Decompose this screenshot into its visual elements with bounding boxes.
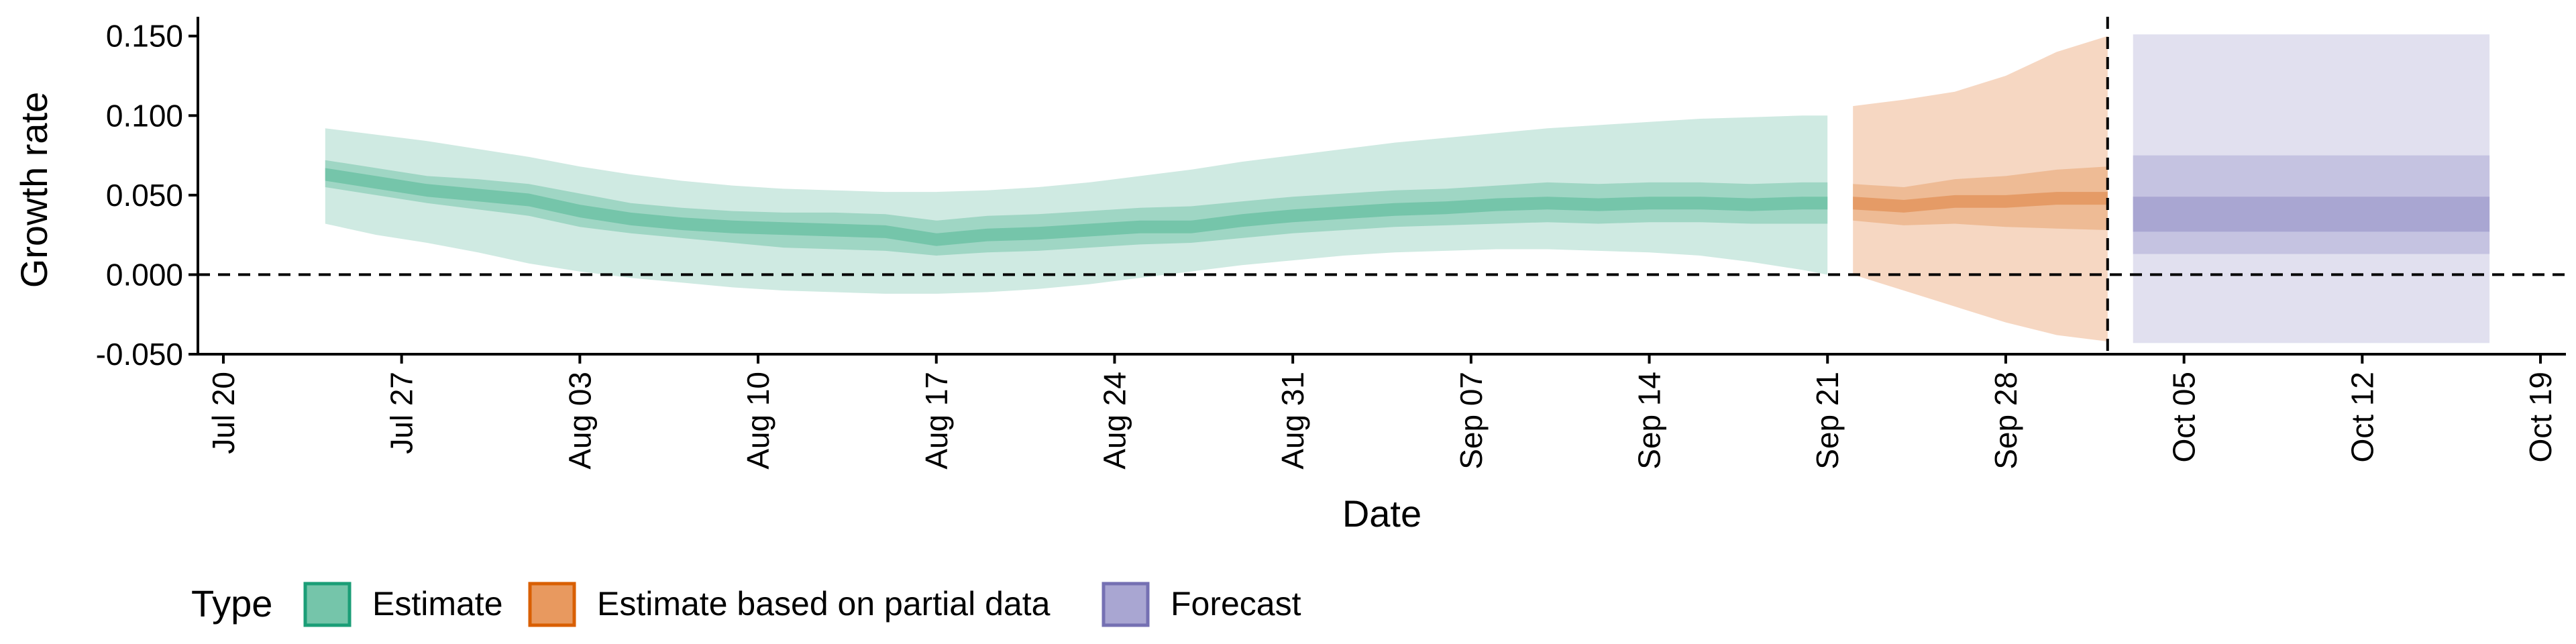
x-tick-label: Aug 17 bbox=[919, 372, 954, 470]
y-tick-label: -0.050 bbox=[96, 337, 183, 372]
x-tick-label: Jul 20 bbox=[206, 372, 241, 454]
x-tick-label: Sep 28 bbox=[1988, 372, 2023, 470]
legend-items: Estimate Estimate based on partial data Fo… bbox=[303, 582, 1301, 627]
y-tick-label: 0.100 bbox=[106, 98, 183, 133]
legend-key-0 bbox=[303, 582, 352, 627]
x-tick-label: Sep 14 bbox=[1632, 372, 1667, 470]
y-tick-label: 0.000 bbox=[106, 257, 183, 292]
x-tick-label: Oct 05 bbox=[2167, 372, 2202, 463]
legend-label-2: Forecast bbox=[1171, 585, 1301, 623]
legend-label-0: Estimate bbox=[372, 585, 503, 623]
x-tick-label: Sep 21 bbox=[1810, 372, 1845, 470]
x-tick-label: Jul 27 bbox=[384, 372, 419, 454]
series-0-median-band bbox=[325, 168, 1828, 246]
legend-key-1 bbox=[528, 582, 576, 627]
x-tick-label: Aug 31 bbox=[1275, 372, 1310, 470]
legend-label-1: Estimate based on partial data bbox=[597, 585, 1051, 623]
legend-title: Type bbox=[191, 582, 272, 625]
y-axis-title: Growth rate bbox=[13, 92, 55, 288]
x-tick-label: Aug 03 bbox=[562, 372, 597, 470]
series-0-outer-band bbox=[325, 115, 1828, 294]
series-0-inner-band bbox=[325, 160, 1828, 256]
series-1-median-band bbox=[1853, 192, 2108, 213]
x-tick-label: Oct 19 bbox=[2523, 372, 2558, 463]
x-tick-label: Aug 24 bbox=[1097, 372, 1132, 470]
x-tick-label: Aug 10 bbox=[741, 372, 775, 470]
x-tick-label: Sep 07 bbox=[1454, 372, 1489, 470]
bands-layer bbox=[325, 34, 2490, 343]
x-tick-label: Oct 12 bbox=[2345, 372, 2379, 463]
legend-key-2 bbox=[1102, 582, 1150, 627]
y-tick-label: 0.050 bbox=[106, 178, 183, 213]
x-axis-title: Date bbox=[1342, 492, 1421, 535]
reference-lines-layer bbox=[198, 17, 2566, 354]
legend: Type Estimate Estimate based on partial d… bbox=[191, 582, 1301, 627]
series-2-inner-band bbox=[2133, 197, 2490, 232]
y-tick-label: 0.150 bbox=[106, 19, 183, 54]
axes-layer: -0.050 0.000 0.050 0.100 0.150 Jul 20 Jul 27 Au… bbox=[96, 17, 2566, 470]
